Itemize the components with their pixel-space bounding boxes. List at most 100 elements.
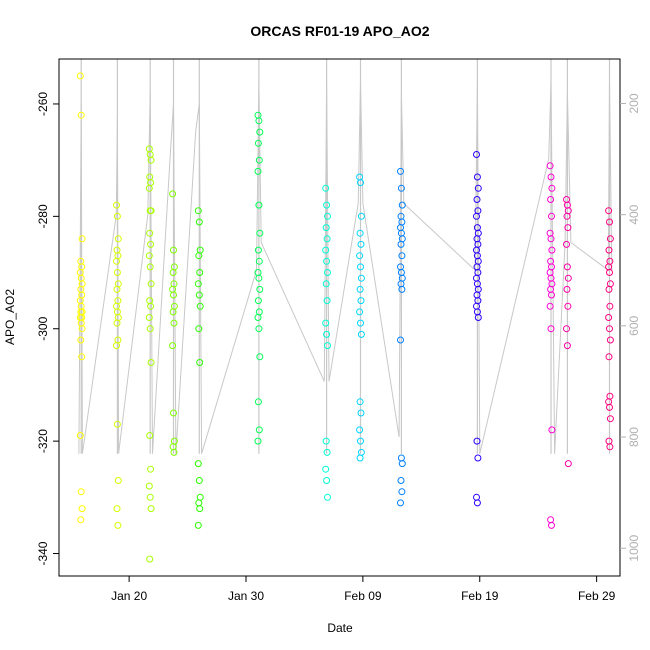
data-point-rf07 bbox=[322, 280, 330, 288]
data-point-rf03 bbox=[145, 482, 153, 490]
chart-title: ORCAS RF01-19 APO_AO2 bbox=[250, 23, 429, 39]
data-point-rf06 bbox=[254, 297, 262, 305]
data-point-rf06 bbox=[256, 353, 264, 361]
data-point-rf07 bbox=[323, 330, 331, 338]
data-point-rf05 bbox=[196, 269, 204, 276]
data-point-rf05 bbox=[195, 325, 203, 333]
data-point-rf09 bbox=[398, 460, 406, 468]
data-point-rf10 bbox=[473, 196, 481, 203]
data-point-rf05 bbox=[194, 521, 202, 529]
x-tick-label: Feb 19 bbox=[461, 589, 499, 603]
data-point-rf01 bbox=[77, 488, 85, 496]
data-point-rf10 bbox=[473, 151, 480, 158]
data-point-rf05 bbox=[194, 280, 202, 288]
data-point-rf06 bbox=[254, 139, 262, 147]
y-tick-label: -260 bbox=[36, 92, 50, 116]
data-point-rf07 bbox=[324, 493, 331, 501]
data-point-rf12 bbox=[564, 274, 572, 282]
data-point-rf07 bbox=[323, 477, 331, 484]
data-point-rf13 bbox=[606, 269, 613, 276]
data-point-rf12 bbox=[563, 285, 571, 293]
data-point-rf09 bbox=[397, 167, 404, 175]
data-point-rf13 bbox=[605, 314, 613, 321]
data-point-rf07 bbox=[322, 465, 330, 473]
data-point-rf12 bbox=[564, 460, 572, 468]
data-point-rf08 bbox=[356, 454, 364, 462]
data-point-rf06 bbox=[256, 229, 264, 237]
data-point-rf13 bbox=[606, 403, 613, 411]
data-point-rf12 bbox=[563, 212, 571, 220]
data-point-rf03 bbox=[147, 280, 155, 288]
data-point-rf13 bbox=[606, 336, 614, 344]
y-tick-label: -320 bbox=[36, 429, 50, 453]
data-point-rf05 bbox=[195, 252, 203, 260]
data-point-rf11 bbox=[548, 426, 556, 434]
data-point-rf13 bbox=[605, 207, 613, 215]
data-point-rf10 bbox=[474, 184, 482, 192]
data-point-rf01 bbox=[78, 505, 86, 513]
data-point-rf12 bbox=[563, 325, 570, 333]
y2-tick-label: 200 bbox=[627, 93, 641, 113]
data-point-rf01 bbox=[76, 72, 84, 80]
data-point-rf06 bbox=[255, 257, 263, 265]
data-point-rf13 bbox=[606, 235, 614, 243]
data-point-rf04 bbox=[169, 190, 177, 198]
data-point-rf10 bbox=[473, 437, 481, 445]
y2-tick-label: 600 bbox=[627, 316, 641, 336]
data-point-rf09 bbox=[397, 499, 404, 507]
data-point-rf04 bbox=[169, 269, 177, 276]
data-point-rf12 bbox=[563, 240, 570, 248]
data-point-rf12 bbox=[563, 342, 571, 350]
data-point-rf04 bbox=[169, 342, 177, 350]
data-point-rf07 bbox=[322, 224, 330, 232]
data-point-rf04 bbox=[170, 291, 177, 299]
data-point-rf02 bbox=[114, 521, 122, 529]
data-point-rf08 bbox=[357, 212, 365, 220]
data-point-rf06 bbox=[255, 156, 263, 164]
data-point-rf01 bbox=[77, 336, 85, 344]
data-point-rf02 bbox=[114, 477, 122, 484]
data-point-rf03 bbox=[145, 314, 153, 321]
data-point-rf07 bbox=[322, 184, 330, 192]
data-point-rf03 bbox=[147, 505, 155, 513]
data-point-rf06 bbox=[255, 201, 263, 209]
data-point-rf12 bbox=[563, 263, 571, 271]
data-point-rf09 bbox=[397, 336, 404, 344]
data-point-rf09 bbox=[397, 477, 405, 484]
data-point-rf07 bbox=[322, 246, 330, 254]
data-point-rf03 bbox=[146, 432, 154, 439]
data-point-rf02 bbox=[113, 269, 121, 276]
data-point-rf01 bbox=[76, 432, 84, 439]
data-point-rf06 bbox=[254, 314, 262, 321]
data-point-rf07 bbox=[324, 212, 331, 220]
data-point-rf10 bbox=[473, 212, 480, 220]
data-point-rf03 bbox=[146, 493, 154, 501]
data-point-rf05 bbox=[195, 477, 203, 484]
y2-axis: 200 400 600 800 1000 bbox=[620, 93, 641, 562]
data-point-rf01 bbox=[77, 516, 85, 524]
data-point-rf08 bbox=[357, 263, 364, 271]
data-point-rf09 bbox=[398, 285, 406, 293]
data-point-rf07 bbox=[323, 257, 331, 265]
data-point-rf09 bbox=[398, 488, 406, 496]
data-point-rf02 bbox=[113, 505, 121, 513]
data-point-rf03 bbox=[147, 207, 155, 215]
x-tick-label: Feb 29 bbox=[578, 589, 616, 603]
data-point-rf13 bbox=[605, 246, 613, 254]
data-point-rf03 bbox=[145, 252, 153, 260]
data-point-rf13 bbox=[605, 285, 613, 293]
data-point-rf02 bbox=[113, 420, 121, 428]
data-point-rf03 bbox=[146, 325, 154, 333]
data-point-rf11 bbox=[547, 196, 555, 203]
data-point-rf13 bbox=[605, 353, 613, 361]
y2-tick-label: 400 bbox=[627, 204, 641, 224]
data-point-rf08 bbox=[357, 330, 365, 338]
data-point-rf13 bbox=[606, 443, 614, 451]
data-point-rf08 bbox=[357, 274, 365, 282]
data-point-rf13 bbox=[606, 218, 613, 226]
data-point-rf03 bbox=[146, 555, 154, 563]
data-point-rf11 bbox=[548, 184, 556, 192]
data-point-rf07 bbox=[324, 342, 331, 350]
data-point-rf11 bbox=[548, 212, 555, 220]
